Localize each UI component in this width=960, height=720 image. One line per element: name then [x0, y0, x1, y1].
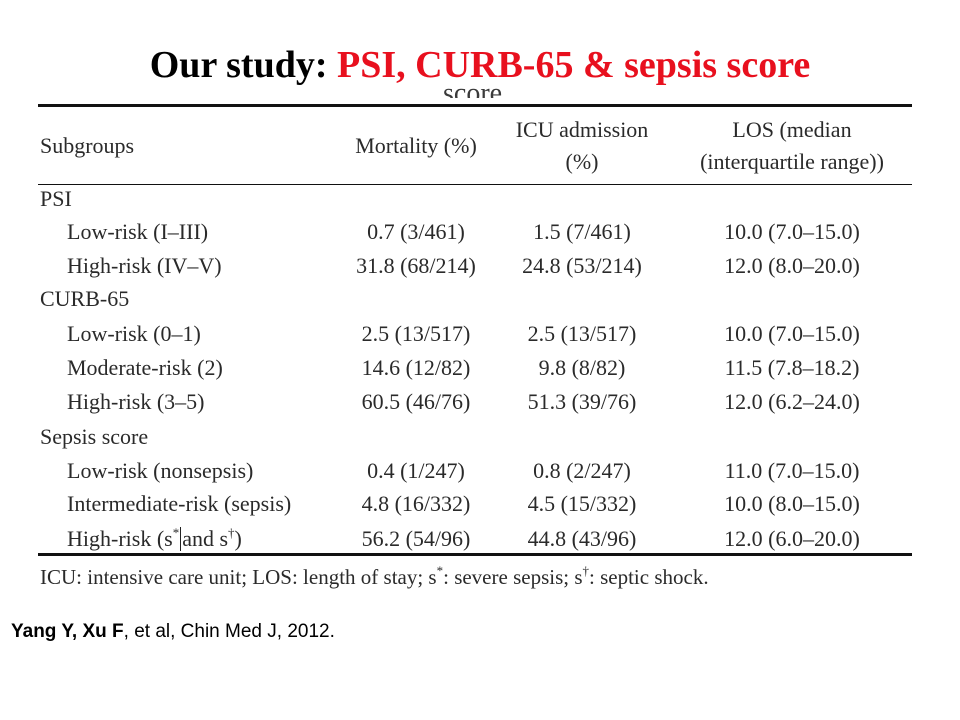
slide-title: Our study: PSI, CURB-65 & sepsis score [0, 46, 960, 84]
section-psi: PSI [40, 186, 72, 211]
table-header-rule [38, 184, 912, 185]
label-part: ) [234, 526, 242, 551]
header-los-line2: (interquartile range)) [700, 149, 884, 174]
citation-rest: , et al, Chin Med J, 2012. [123, 621, 335, 642]
cursor-bar [180, 527, 182, 551]
footnote-part: ICU: intensive care unit; LOS: length of… [40, 565, 437, 589]
row-label: Intermediate-risk (sepsis) [67, 491, 292, 516]
label-part: High-risk (s [67, 526, 173, 551]
row-los: 11.0 (7.0–15.0) [724, 458, 860, 483]
footnote-dagger: † [582, 563, 590, 578]
header-los-line1: LOS (median [732, 117, 852, 142]
row-icu: 0.8 (2/247) [533, 458, 631, 483]
row-icu: 44.8 (43/96) [527, 526, 637, 551]
row-label: Moderate-risk (2) [67, 355, 223, 380]
row-label: Low-risk (I–III) [67, 219, 209, 244]
row-mortality: 31.8 (68/214) [356, 253, 476, 278]
row-mortality: 4.8 (16/332) [361, 491, 471, 516]
row-mortality: 56.2 (54/96) [361, 526, 471, 551]
table-top-rule [38, 104, 912, 107]
row-los: 12.0 (8.0–20.0) [724, 253, 860, 278]
section-sepsis-score: Sepsis score [40, 424, 149, 449]
row-los: 11.5 (7.8–18.2) [724, 355, 860, 380]
row-icu: 51.3 (39/76) [527, 389, 637, 414]
table-bottom-rule [38, 553, 912, 556]
table-footnote: ICU: intensive care unit; LOS: length of… [40, 563, 709, 590]
title-highlight: PSI, CURB-65 & sepsis score [337, 44, 811, 86]
row-mortality: 0.7 (3/461) [367, 219, 465, 244]
row-los: 10.0 (7.0–15.0) [724, 219, 860, 244]
row-label: Low-risk (0–1) [67, 321, 201, 346]
septic-shock-marker: † [228, 525, 235, 540]
row-los: 12.0 (6.2–24.0) [724, 389, 860, 414]
clipped-caption-text: score [443, 78, 503, 98]
footnote-star: * [436, 563, 444, 578]
header-mortality: Mortality (%) [355, 133, 477, 158]
citation-authors: Yang Y, Xu F [11, 621, 124, 642]
row-los: 12.0 (6.0–20.0) [724, 526, 860, 551]
title-prefix: Our study: [149, 44, 337, 86]
row-mortality: 2.5 (13/517) [361, 321, 471, 346]
row-icu: 4.5 (15/332) [527, 491, 637, 516]
row-icu: 24.8 (53/214) [522, 253, 642, 278]
header-icu-line1: ICU admission [515, 117, 649, 142]
row-mortality: 60.5 (46/76) [361, 389, 471, 414]
row-icu: 1.5 (7/461) [533, 219, 631, 244]
row-los: 10.0 (7.0–15.0) [724, 321, 860, 346]
footnote-part: : septic shock. [589, 565, 709, 589]
row-mortality: 0.4 (1/247) [367, 458, 465, 483]
row-label: High-risk (IV–V) [67, 253, 222, 278]
row-label-high-risk-sepsis: High-risk (s* and s†) [67, 526, 242, 552]
row-los: 10.0 (8.0–15.0) [724, 491, 860, 516]
header-subgroups: Subgroups [40, 133, 135, 158]
row-label: High-risk (3–5) [67, 389, 205, 414]
row-icu: 9.8 (8/82) [538, 355, 626, 380]
section-curb65: CURB-65 [40, 286, 130, 311]
row-mortality: 14.6 (12/82) [361, 355, 471, 380]
row-icu: 2.5 (13/517) [527, 321, 637, 346]
citation: Yang Y, Xu F, et al, Chin Med J, 2012. [11, 621, 335, 643]
severe-sepsis-marker: * [172, 525, 180, 540]
row-label: Low-risk (nonsepsis) [67, 458, 254, 483]
clipped-table-caption: score [0, 76, 960, 98]
footnote-part: : severe sepsis; s [443, 565, 583, 589]
header-icu-line2: (%) [565, 149, 599, 174]
label-part: and s [182, 526, 229, 551]
